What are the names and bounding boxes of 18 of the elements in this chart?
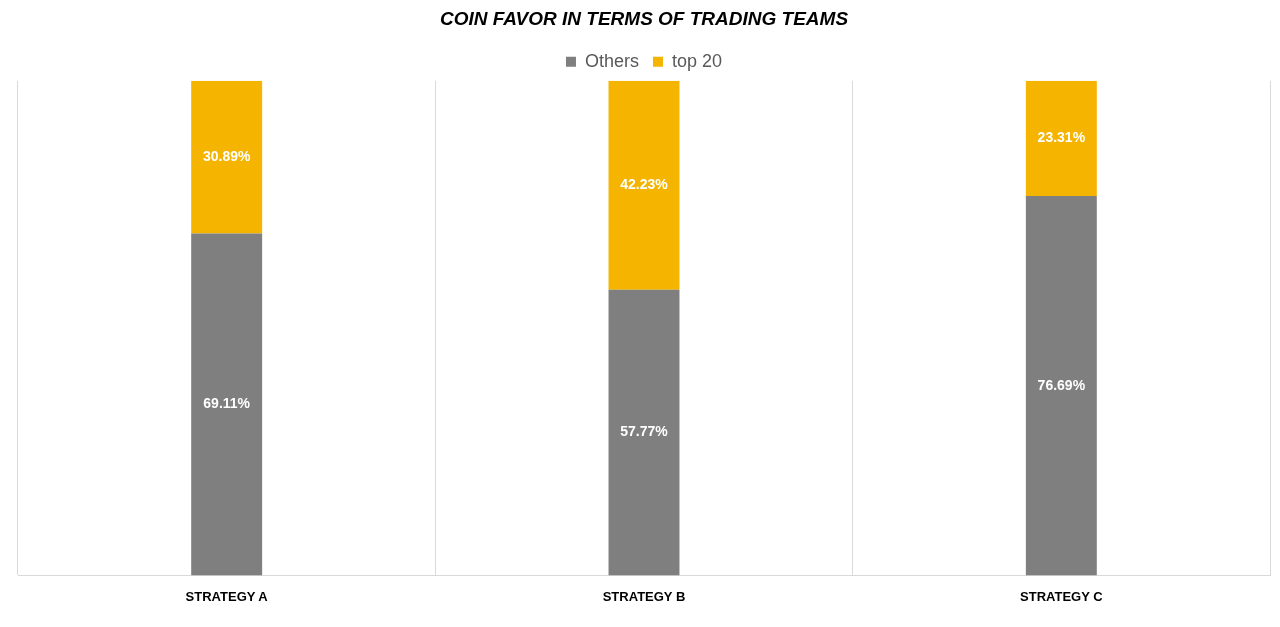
bar	[608, 289, 680, 576]
legend-label: top 20	[671, 50, 723, 71]
bar	[1025, 80, 1097, 197]
data-label: 57.77%	[620, 423, 669, 440]
data-label: 30.89%	[202, 148, 251, 165]
chart-title: COIN FAVOR IN TERMS OF TRADING TEAMS	[439, 7, 849, 29]
bar	[191, 80, 263, 234]
x-tick-label: STRATEGY B	[602, 588, 686, 604]
bar	[191, 233, 263, 576]
data-label: 42.23%	[620, 176, 669, 193]
x-tick-label: STRATEGY C	[1020, 588, 1104, 604]
legend-label: Others	[584, 50, 639, 71]
data-label: 69.11%	[203, 395, 251, 412]
bar	[608, 80, 680, 290]
x-tick-label: STRATEGY A	[185, 588, 269, 604]
data-label: 23.31%	[1037, 129, 1086, 146]
bar	[1025, 196, 1097, 576]
data-label: 76.69%	[1037, 376, 1086, 393]
